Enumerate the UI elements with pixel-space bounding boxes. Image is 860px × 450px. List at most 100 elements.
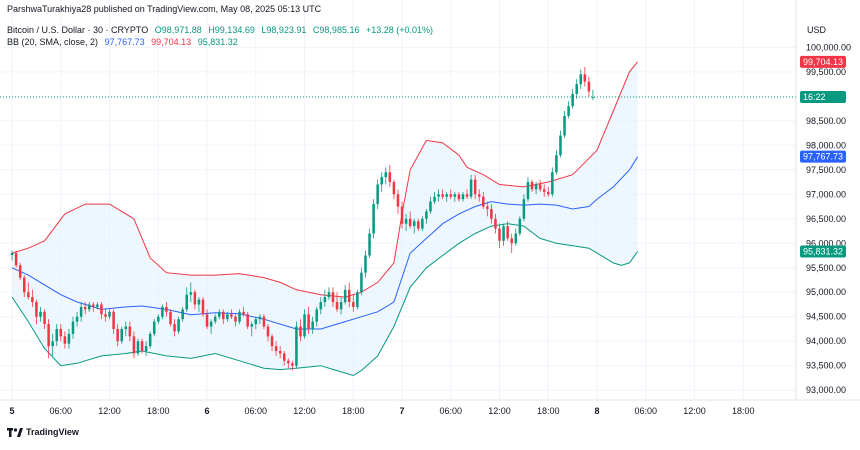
candle-body [193,292,197,305]
candle-body [169,311,172,325]
candle-body [177,319,180,332]
candle [567,101,570,119]
price-tick-label: 94,500.00 [806,312,846,322]
time-tick-label: 12:00 [488,406,511,416]
time-tick-label: 7 [400,406,405,416]
candle-body [502,226,505,241]
candle-body [547,191,550,195]
candle [246,311,249,329]
symbol-legend[interactable]: Bitcoin / U.S. Dollar · 30 · CRYPTO O98,… [7,25,437,36]
indicator-name[interactable]: BB (20, SMA, close, 2) [7,37,99,47]
price-axis[interactable]: 100,000.0099,500.0099,000.0098,500.0098,… [806,42,851,395]
candle-body [258,316,262,320]
candle [551,167,554,197]
candle [217,309,221,320]
candle-body [477,194,481,197]
candle [360,267,363,295]
candle [530,179,534,192]
candle-body [209,321,213,327]
candle-body [339,302,343,310]
candle-body [461,194,465,200]
candle [518,216,522,236]
indicator-legend[interactable]: BB (20, SMA, close, 2) 97,767.73 99,704.… [7,37,242,48]
candle [522,194,526,222]
candle [238,309,241,325]
candle-body [449,194,453,197]
candle-body [571,93,574,107]
candle-body [490,208,493,219]
candle-body [87,304,91,310]
candle [327,287,331,300]
candle [465,189,469,200]
candle-body [347,289,351,303]
candle-body [140,341,144,352]
candle-body [59,328,63,337]
candle [79,302,83,322]
candle-body [482,196,485,207]
candle [506,221,509,241]
candle [356,289,359,310]
time-axis[interactable]: 5 06:00 12:00 18:00 6 06:00 12:00 18:00 7 06:00 12… [10,406,755,416]
candle-body [551,172,554,195]
candle-body [116,328,119,342]
candle-body [542,189,546,192]
candle [75,311,79,327]
candle-body [27,292,30,298]
candle [445,191,448,202]
candle [433,191,436,205]
candle [311,316,314,334]
candle [181,306,184,322]
time-tick-label: 06:00 [440,406,463,416]
candle [343,284,347,305]
candle-body [278,351,282,354]
candle-body [246,314,249,327]
ohlc-open: O98,971.88 [154,25,202,35]
candle-body [104,314,107,317]
candle [39,306,42,322]
candle [417,218,420,232]
price-tick-label: 98,500.00 [806,116,846,126]
candle-body [506,226,509,239]
tradingview-logo[interactable]: TradingView [7,427,79,437]
time-tick-label: 12:00 [683,406,706,416]
candle [291,360,294,371]
candle-body [181,309,184,320]
countdown-badge-value: 16:22 [803,92,826,102]
candle [490,204,493,224]
candle [482,191,485,209]
candle [376,179,379,209]
candle-body [486,206,489,209]
candle-body [128,326,132,337]
candle-body [287,360,290,364]
price-tick-label: 95,500.00 [806,263,846,273]
candle [213,314,217,325]
candle-body [453,194,457,197]
candle [165,302,168,317]
price-tick-label: 96,000.00 [806,238,846,248]
symbol-name[interactable]: Bitcoin / U.S. Dollar · 30 · CRYPTO [7,25,149,35]
price-badges: 99,704.13 16:22 97,767.73 95,831.32 [800,55,846,258]
candle [177,316,180,334]
price-tick-label: 97,500.00 [806,165,846,175]
candle-body [213,316,217,322]
time-tick-label: 6 [205,406,210,416]
candle [449,189,453,200]
time-tick-label: 12:00 [98,406,121,416]
candle-body [343,289,347,303]
candle [250,321,253,337]
candle [67,328,71,349]
candle-body [384,172,388,178]
time-tick-label: 06:00 [245,406,268,416]
price-tick-label: 93,000.00 [806,385,846,395]
candle [307,306,310,334]
candle [230,309,233,320]
candle [498,223,501,249]
candle-body [96,304,99,307]
currency-label[interactable]: USD [807,25,827,35]
tradingview-logo-icon [7,427,23,437]
candle [10,250,14,261]
time-tick-label: 18:00 [342,406,365,416]
candle-body [404,218,408,224]
